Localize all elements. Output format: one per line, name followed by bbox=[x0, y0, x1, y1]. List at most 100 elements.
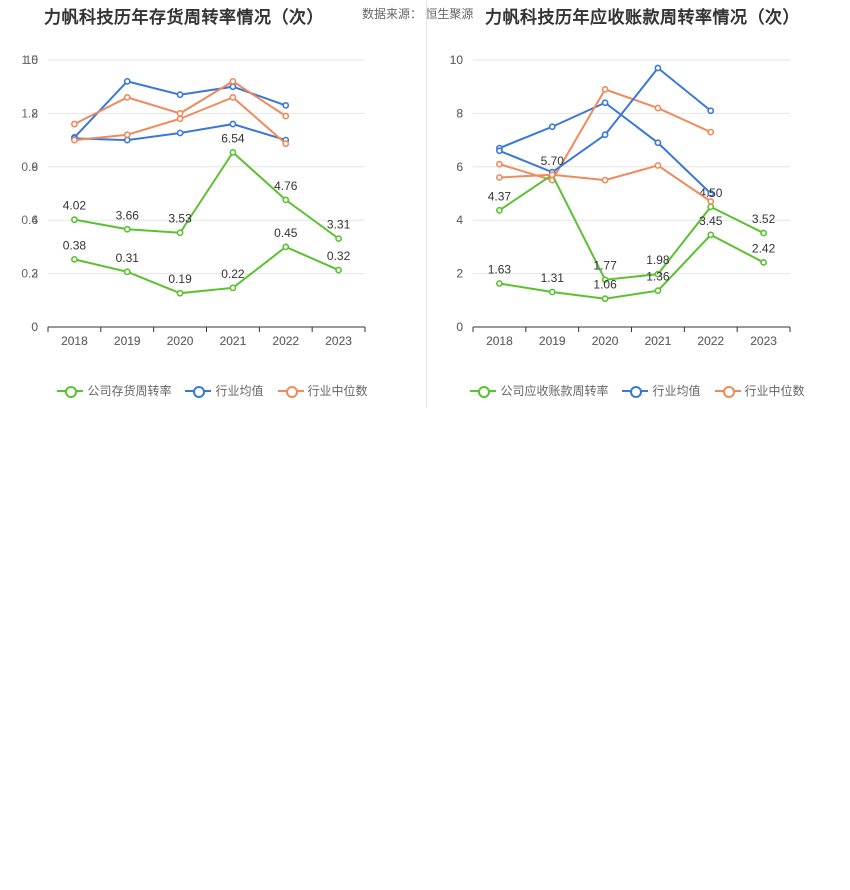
right-data-point-company bbox=[654, 287, 662, 295]
left-x-tick-label: 2020 bbox=[167, 334, 194, 348]
right-y-tick-label: 8 bbox=[456, 106, 463, 120]
left-data-point-median bbox=[176, 115, 184, 123]
right-x-tick-label: 2022 bbox=[697, 334, 724, 348]
data-source-value: 恒生聚源 bbox=[425, 7, 474, 21]
left-data-label: 0.38 bbox=[63, 238, 87, 252]
left-data-point-median bbox=[176, 110, 184, 117]
right-x-tick-label: 2020 bbox=[592, 334, 619, 348]
left-data-point-company bbox=[123, 225, 131, 233]
legend-item-median[interactable]: 行业中位数 bbox=[277, 382, 368, 399]
legend-item-mean[interactable]: 行业均值 bbox=[622, 382, 701, 399]
left-y-tick-label: 1.5 bbox=[21, 53, 38, 67]
left-y-tick-label: 6 bbox=[31, 160, 38, 174]
left-y-tick-label: 0.6 bbox=[21, 213, 38, 227]
left-data-point-company bbox=[176, 289, 184, 297]
right-data-point-company bbox=[601, 276, 609, 284]
right-data-point-median bbox=[654, 162, 662, 169]
right-data-label: 4.37 bbox=[488, 189, 512, 203]
right-data-point-company bbox=[760, 258, 767, 266]
left-data-point-median bbox=[282, 140, 290, 148]
left-data-point-median bbox=[71, 136, 78, 144]
left-y-tick-label: 4 bbox=[31, 213, 38, 227]
left-x-tick-label: 2018 bbox=[61, 334, 88, 348]
right-x-tick-label: 2020 bbox=[592, 334, 619, 348]
right-data-point-mean bbox=[707, 107, 715, 115]
right-data-label: 3.52 bbox=[752, 212, 776, 226]
right-y-tick-label: 6 bbox=[456, 160, 463, 174]
legend-left: 公司存货周转率 行业均值 行业中位数 bbox=[0, 382, 425, 399]
legend-company-marker bbox=[57, 385, 84, 398]
right-data-label: 5.70 bbox=[541, 154, 565, 168]
right-series-line-company bbox=[499, 233, 765, 300]
right-y-tick-label: 0 bbox=[456, 320, 463, 334]
right-data-point-median bbox=[496, 160, 503, 168]
right-y-tick-label: 2 bbox=[456, 267, 463, 281]
left-x-tick-label: 2023 bbox=[325, 334, 352, 348]
left-chart-panel: 力帆科技历年存货周转率情况（次） 0 2 4 6 8 10 0 0.3 0.6 0.9 1.2 1.5… bbox=[0, 0, 473, 410]
left-data-label: 3.53 bbox=[168, 212, 192, 226]
left-data-point-mean bbox=[123, 136, 131, 144]
left-y-tick-label: 0.9 bbox=[21, 160, 38, 174]
right-series-line-mean bbox=[499, 66, 712, 174]
left-y-tick-label: 0 bbox=[31, 320, 38, 334]
legend-median-marker bbox=[714, 385, 741, 398]
right-y-tick-label: 10 bbox=[450, 53, 464, 67]
legend-company-label: 公司应收账款周转率 bbox=[500, 384, 609, 398]
right-y-tick-label: 4 bbox=[456, 213, 463, 227]
left-data-point-mean bbox=[176, 91, 184, 99]
right-x-tick-label: 2023 bbox=[750, 334, 777, 348]
left-y-tick-label: 0 bbox=[31, 320, 38, 334]
legend-mean-label: 行业均值 bbox=[652, 384, 701, 398]
right-x-tick-label: 2019 bbox=[539, 334, 566, 348]
left-data-point-median bbox=[229, 93, 237, 101]
left-data-point-mean bbox=[282, 101, 290, 109]
right-data-point-mean bbox=[707, 190, 715, 197]
right-data-label: 1.06 bbox=[593, 278, 617, 292]
left-data-label: 0.19 bbox=[168, 272, 192, 286]
left-data-label: 0.22 bbox=[221, 267, 245, 281]
left-data-point-company bbox=[335, 266, 342, 274]
right-data-label: 1.77 bbox=[593, 259, 617, 273]
left-x-tick-label: 2022 bbox=[272, 334, 299, 348]
chart-title-right: 力帆科技历年应收账款周转率情况（次） bbox=[485, 8, 800, 27]
right-data-label: 1.36 bbox=[646, 270, 670, 284]
legend-item-company[interactable]: 公司存货周转率 bbox=[57, 382, 171, 399]
right-data-point-mean bbox=[548, 123, 556, 131]
right-data-label: 1.63 bbox=[488, 262, 512, 276]
left-data-point-company bbox=[335, 235, 342, 243]
left-y-tick-label: 10 bbox=[25, 53, 39, 67]
left-data-point-company bbox=[229, 148, 237, 156]
left-data-point-mean bbox=[229, 83, 237, 91]
left-data-label: 0.45 bbox=[274, 226, 298, 240]
chart-title-left: 力帆科技历年存货周转率情况（次） bbox=[44, 8, 324, 27]
data-source-label: 数据来源： bbox=[362, 7, 423, 21]
right-x-tick-label: 2018 bbox=[486, 334, 513, 348]
right-x-tick-label: 2023 bbox=[750, 334, 777, 348]
legend-item-company[interactable]: 公司应收账款周转率 bbox=[470, 382, 608, 399]
right-data-point-median bbox=[548, 171, 556, 179]
left-x-tick-label: 2023 bbox=[325, 334, 352, 348]
left-data-point-mean bbox=[123, 77, 131, 85]
legend-right: 公司应收账款周转率 行业均值 行业中位数 bbox=[425, 382, 850, 399]
right-data-point-median bbox=[601, 176, 609, 184]
legend-item-mean[interactable]: 行业均值 bbox=[185, 382, 264, 399]
left-y-tick-label: 0.3 bbox=[21, 267, 38, 281]
left-data-label: 6.54 bbox=[221, 131, 245, 145]
right-data-point-company bbox=[654, 270, 662, 278]
left-data-point-median bbox=[229, 77, 237, 85]
legend-item-median[interactable]: 行业中位数 bbox=[714, 382, 805, 399]
right-y-tick-label: 2 bbox=[456, 267, 463, 281]
right-data-point-mean bbox=[654, 139, 662, 147]
left-data-point-median bbox=[71, 120, 78, 128]
panel-divider bbox=[426, 0, 427, 408]
right-y-tick-label: 4 bbox=[456, 213, 463, 227]
right-data-point-company bbox=[601, 295, 609, 303]
left-series-line-mean bbox=[73, 80, 287, 139]
left-y-tick-label: 2 bbox=[31, 267, 38, 281]
right-data-point-median bbox=[496, 174, 503, 181]
right-data-point-mean bbox=[496, 147, 503, 155]
left-data-label: 3.66 bbox=[116, 208, 140, 222]
right-y-tick-label: 10 bbox=[450, 53, 464, 67]
